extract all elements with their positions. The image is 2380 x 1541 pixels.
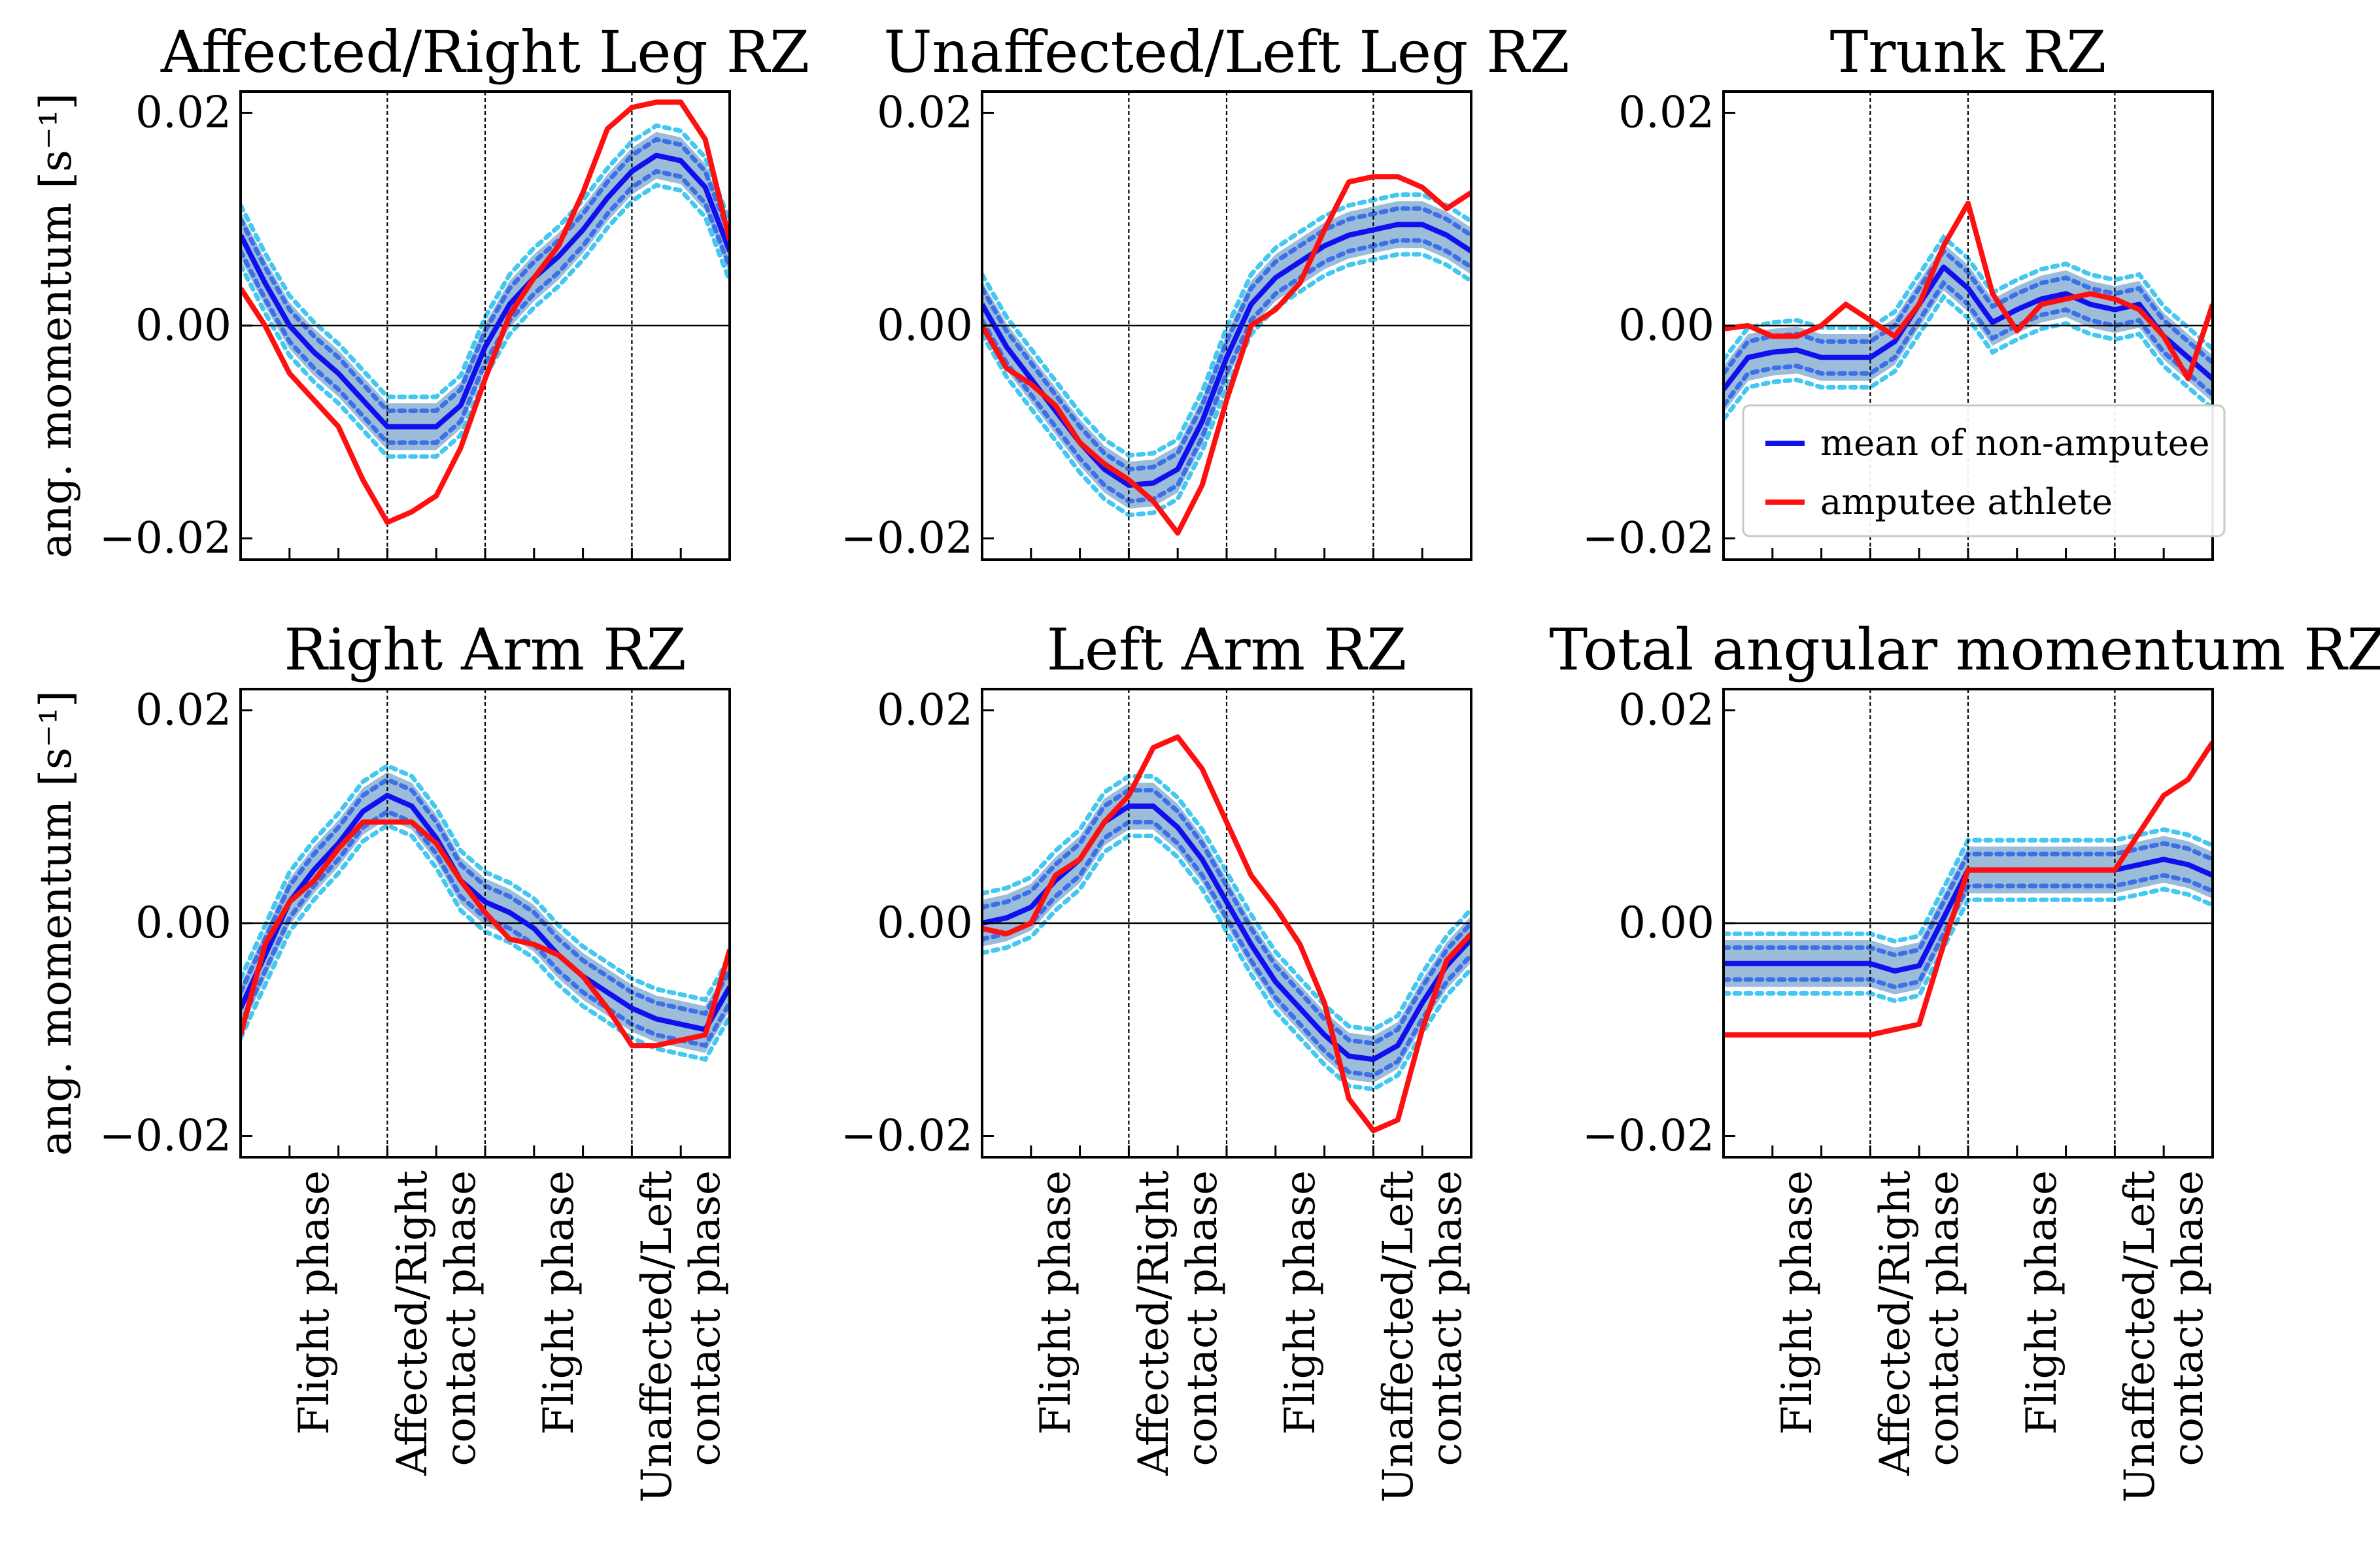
phase-label: Flight phase <box>290 1170 339 1435</box>
y-tick-label: 0.00 <box>877 300 973 350</box>
phase-label: Affected/Right <box>1871 1170 1920 1476</box>
y-tick-label: 0.02 <box>135 685 231 736</box>
plot-area <box>241 689 730 1157</box>
series-amputee-line <box>982 734 1471 1134</box>
y-tick-label: −0.02 <box>99 513 231 563</box>
phase-label: contact phase <box>437 1170 485 1466</box>
phase-label: Unaffected/Left <box>2116 1170 2164 1503</box>
y-axis-label: ang. momentum [s⁻¹] <box>31 690 81 1156</box>
plot-area <box>982 92 1471 560</box>
legend-label: mean of non-amputee <box>1820 422 2210 464</box>
std-band <box>1724 243 2213 413</box>
y-axis-label: ang. momentum [s⁻¹] <box>31 93 81 558</box>
series-mean-line <box>241 152 730 430</box>
plot-area <box>241 92 730 560</box>
y-tick-label: 0.02 <box>1618 685 1714 736</box>
panel-6: Total angular momentum RZ −0.02 0.00 0.02 Fl… <box>1549 616 2380 1502</box>
y-tick-label: −0.02 <box>99 1110 231 1160</box>
dotted-bound-3 <box>241 763 730 1003</box>
dotted-bound-1 <box>241 137 730 413</box>
panel-2: Unaffected/Left Leg RZ −0.02 0.00 0.02 <box>841 18 1570 563</box>
phase-label: Flight phase <box>1276 1170 1325 1435</box>
phase-label: Unaffected/Left <box>1374 1170 1423 1503</box>
plot-area <box>1724 689 2213 1157</box>
dotted-bound-4 <box>982 252 1471 518</box>
series-mean-line <box>241 792 730 1032</box>
y-tick-label: 0.00 <box>1618 300 1714 350</box>
phase-label: Flight phase <box>1773 1170 1822 1435</box>
panels: Affected/Right Leg RZ −0.02 0.00 0.02 ang. m… <box>31 18 2380 1502</box>
phase-label: contact phase <box>1178 1170 1227 1466</box>
y-tick-label: 0.02 <box>877 88 973 138</box>
dotted-bound-2 <box>982 819 1471 1078</box>
y-tick-label: 0.02 <box>135 88 231 138</box>
y-tick-label: −0.02 <box>841 513 973 563</box>
legend-box <box>1742 404 2226 537</box>
phase-label: contact phase <box>2164 1170 2213 1466</box>
phase-label: Flight phase <box>1032 1170 1080 1435</box>
legend-label: amputee athlete <box>1820 481 2113 522</box>
phase-label: Unaffected/Left <box>633 1170 681 1503</box>
y-tick-label: 0.02 <box>877 685 973 736</box>
y-tick-label: −0.02 <box>1582 513 1714 563</box>
y-tick-label: 0.00 <box>1618 898 1714 948</box>
y-tick-label: 0.00 <box>135 300 231 350</box>
panel-title: Left Arm RZ <box>1047 616 1407 683</box>
series-amputee-line <box>982 174 1471 536</box>
dotted-bound-2 <box>241 809 730 1049</box>
y-tick-label: 0.02 <box>1618 88 1714 138</box>
std-band <box>1724 836 2213 994</box>
panel-title: Total angular momentum RZ <box>1549 616 2380 683</box>
legend: mean of non-amputee amputee athlete <box>1742 404 2226 537</box>
phase-label: Affected/Right <box>1130 1170 1178 1476</box>
panel-4: Right Arm RZ −0.02 0.00 0.02 ang. momentum [… <box>31 616 731 1503</box>
panel-5: Left Arm RZ −0.02 0.00 0.02 Flight phase Affe… <box>841 616 1472 1503</box>
phase-label: Affected/Right <box>388 1170 437 1476</box>
dotted-bound-1 <box>1724 247 2213 376</box>
dotted-bound-4 <box>1724 293 2213 422</box>
phase-label: contact phase <box>1920 1170 1968 1466</box>
series-amputee-line <box>1724 200 2213 382</box>
phase-label: contact phase <box>681 1170 730 1466</box>
y-tick-label: 0.00 <box>135 898 231 948</box>
series-amputee-line <box>241 819 730 1049</box>
phase-label: contact phase <box>1423 1170 1471 1466</box>
panel-3: Trunk RZ −0.02 0.00 0.02 mean of non-amputee… <box>1582 18 2226 563</box>
dotted-bound-3 <box>982 773 1471 1032</box>
panel-title: Right Arm RZ <box>284 616 686 683</box>
plot-area <box>1724 92 2213 560</box>
y-tick-label: 0.00 <box>877 898 973 948</box>
series-amputee-line <box>1724 741 2213 1038</box>
panel-title: Affected/Right Leg RZ <box>160 18 809 86</box>
panel-1: Affected/Right Leg RZ −0.02 0.00 0.02 ang. m… <box>31 18 809 563</box>
series-mean-line <box>982 804 1471 1062</box>
phase-label: Flight phase <box>535 1170 583 1435</box>
y-tick-label: −0.02 <box>841 1110 973 1160</box>
panel-title: Trunk RZ <box>1830 18 2107 86</box>
panel-title: Unaffected/Left Leg RZ <box>883 18 1569 86</box>
y-tick-label: −0.02 <box>1582 1110 1714 1160</box>
plot-area <box>982 689 1471 1157</box>
series-amputee-line <box>241 99 730 525</box>
dotted-bound-2 <box>982 238 1471 504</box>
phase-label: Flight phase <box>2018 1170 2066 1435</box>
